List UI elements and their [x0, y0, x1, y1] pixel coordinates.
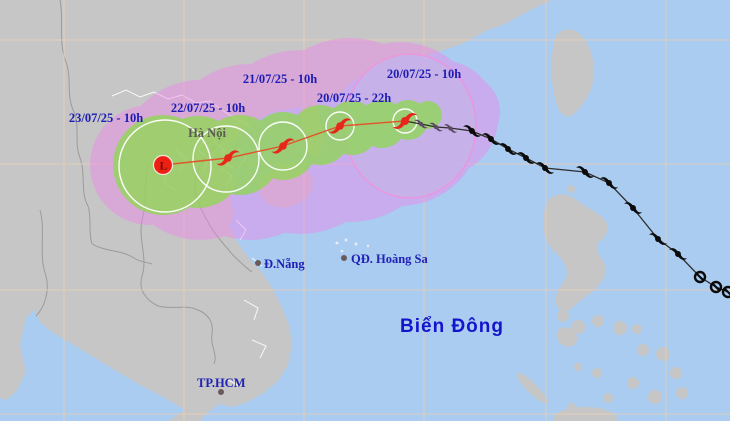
luzon-island: [543, 194, 608, 312]
tphcm-dot: [218, 389, 224, 395]
mindoro-island: [556, 327, 578, 347]
hoangsa-dot: [341, 255, 347, 261]
uncertainty-circles: [118, 108, 418, 213]
babuyan-island: [567, 185, 575, 193]
label-time-fcst4: 23/07/25 - 10h: [69, 111, 143, 125]
label-time-fcst3: 22/07/25 - 10h: [171, 101, 245, 115]
label-time-current: 20/07/25 - 10h: [387, 67, 461, 81]
mainland-asia: [0, 0, 552, 421]
danang-dot: [255, 260, 261, 266]
label-time-fcst2: 21/07/25 - 10h: [243, 72, 317, 86]
low-pressure-symbol: L: [152, 154, 174, 176]
taiwan-island: [551, 29, 595, 117]
label-bien-dong: Biển Đông: [400, 316, 504, 337]
label-time-fcst1: 20/07/25 - 22h: [317, 91, 391, 105]
label-hoangsa: QĐ. Hoàng Sa: [351, 252, 429, 266]
datetime-labels: 20/07/25 - 10h 20/07/25 - 22h 21/07/25 -…: [69, 67, 461, 125]
low-pressure-letter: L: [160, 159, 168, 173]
place-labels: Hà Nội Đ.Nẵng QĐ. Hoàng Sa TP.HCM Biển Đ…: [188, 126, 504, 395]
palawan-island: [516, 372, 548, 404]
hoangsa-islets: [335, 238, 370, 253]
label-tphcm: TP.HCM: [197, 376, 246, 390]
label-danang: Đ.Nẵng: [264, 257, 305, 271]
label-hanoi: Hà Nội: [188, 126, 226, 140]
